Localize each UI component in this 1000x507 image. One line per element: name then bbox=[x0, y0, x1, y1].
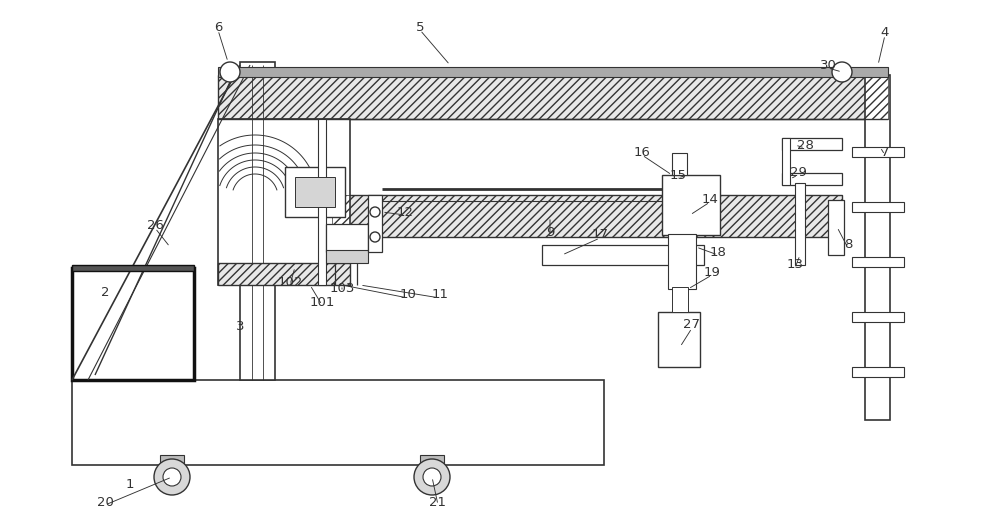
Text: 9: 9 bbox=[546, 226, 554, 238]
Bar bbox=[295, 177, 335, 207]
Text: 102: 102 bbox=[277, 275, 303, 288]
Text: 13: 13 bbox=[786, 259, 804, 272]
Circle shape bbox=[220, 62, 240, 82]
Bar bbox=[658, 312, 700, 367]
Circle shape bbox=[163, 468, 181, 486]
Bar bbox=[218, 67, 888, 77]
Bar bbox=[662, 175, 720, 235]
Text: 101: 101 bbox=[309, 296, 335, 308]
Bar bbox=[668, 234, 696, 289]
Text: 18: 18 bbox=[710, 245, 726, 259]
Text: 10: 10 bbox=[400, 288, 416, 302]
Circle shape bbox=[370, 232, 380, 242]
Text: 17: 17 bbox=[592, 229, 608, 241]
Text: 4: 4 bbox=[881, 25, 889, 39]
Bar bbox=[218, 263, 350, 285]
Text: 16: 16 bbox=[634, 146, 650, 159]
Text: 2: 2 bbox=[101, 285, 109, 299]
Bar bbox=[672, 287, 688, 312]
Text: 29: 29 bbox=[790, 165, 806, 178]
Bar bbox=[852, 202, 904, 212]
Bar bbox=[542, 245, 704, 265]
Bar bbox=[218, 263, 350, 285]
Text: 26: 26 bbox=[147, 219, 163, 232]
Circle shape bbox=[154, 459, 190, 495]
Bar bbox=[368, 195, 382, 252]
Circle shape bbox=[370, 207, 380, 217]
Bar bbox=[852, 312, 904, 322]
Text: 12: 12 bbox=[396, 205, 414, 219]
Text: 21: 21 bbox=[430, 495, 446, 507]
Text: 30: 30 bbox=[820, 58, 836, 71]
Bar bbox=[852, 147, 904, 157]
Bar bbox=[795, 183, 805, 265]
Bar bbox=[420, 455, 444, 465]
Bar bbox=[218, 75, 888, 119]
Text: 15: 15 bbox=[670, 168, 686, 182]
Text: 1: 1 bbox=[126, 479, 134, 491]
Bar bbox=[72, 380, 604, 465]
Bar bbox=[326, 224, 368, 252]
Text: 6: 6 bbox=[214, 20, 222, 33]
Bar bbox=[865, 75, 890, 420]
Bar bbox=[852, 257, 904, 267]
Circle shape bbox=[832, 62, 852, 82]
Text: 8: 8 bbox=[844, 238, 852, 251]
Text: 7: 7 bbox=[881, 146, 889, 159]
Bar bbox=[852, 367, 904, 377]
Bar bbox=[828, 200, 844, 255]
Bar bbox=[218, 75, 888, 119]
Bar bbox=[285, 167, 345, 217]
Circle shape bbox=[414, 459, 450, 495]
Bar bbox=[240, 62, 275, 380]
Bar bbox=[218, 119, 350, 285]
Text: 27: 27 bbox=[684, 318, 700, 332]
Text: 20: 20 bbox=[97, 495, 113, 507]
Text: 3: 3 bbox=[236, 320, 244, 334]
Bar bbox=[318, 119, 326, 285]
Bar bbox=[332, 195, 842, 237]
Bar bbox=[672, 153, 687, 175]
Text: 14: 14 bbox=[702, 193, 718, 205]
Bar bbox=[326, 250, 368, 263]
Bar bbox=[782, 138, 790, 185]
Bar bbox=[782, 173, 842, 185]
Text: 103: 103 bbox=[329, 282, 355, 296]
Bar bbox=[72, 268, 194, 380]
Circle shape bbox=[423, 468, 441, 486]
Bar bbox=[332, 195, 842, 237]
Bar bbox=[160, 455, 184, 465]
Text: 5: 5 bbox=[416, 20, 424, 33]
Bar bbox=[72, 265, 194, 271]
Text: 19: 19 bbox=[704, 266, 720, 278]
Text: 28: 28 bbox=[797, 138, 813, 152]
Text: 11: 11 bbox=[432, 288, 449, 302]
Bar bbox=[782, 138, 842, 150]
